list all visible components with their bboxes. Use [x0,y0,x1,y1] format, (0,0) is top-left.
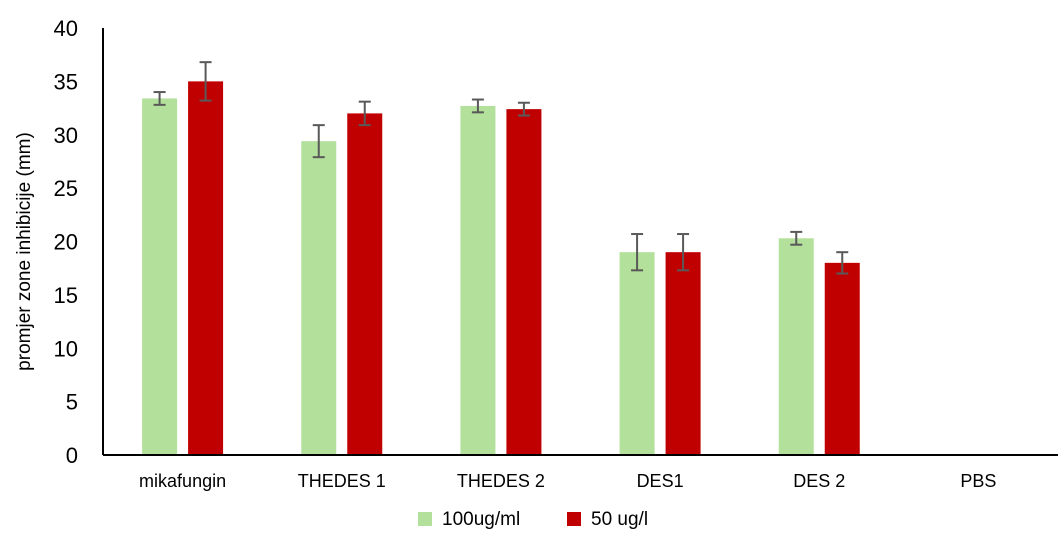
bar [460,105,496,456]
legend: 100ug/ml 50 ug/l [418,509,648,530]
legend-swatch [567,512,581,526]
y-tick-label: 0 [66,443,78,468]
legend-label: 50 ug/l [591,509,648,530]
bar [778,238,814,455]
y-tick-label: 15 [54,283,78,308]
bar [347,113,383,456]
y-axis-title: promjer zone inhibicije (mm) [14,132,35,371]
bar [665,252,701,455]
error-bars-layer [153,61,849,275]
bar [188,81,224,455]
x-tick-label: DES1 [637,471,684,491]
x-tick-label: PBS [960,471,996,491]
bar [301,141,337,455]
x-tick-labels: mikafungin THEDES 1 THEDES 2 DES1 DES 2 PBS [139,471,996,491]
y-tick-label: 20 [54,230,78,255]
y-tick-label: 35 [54,69,78,94]
y-tick-label: 40 [54,16,78,41]
legend-label: 100ug/ml [442,509,520,530]
bar [506,109,542,455]
y-tick-label: 10 [54,336,78,361]
x-tick-label: THEDES 2 [457,471,545,491]
legend-swatch [418,512,432,526]
x-tick-label: DES 2 [793,471,845,491]
y-tick-label: 5 [66,390,78,415]
x-tick-label: THEDES 1 [298,471,386,491]
y-tick-label: 30 [54,123,78,148]
x-tick-label: mikafungin [139,471,226,491]
bar [142,98,178,455]
bar [824,262,860,455]
bar [619,252,655,455]
y-tick-label: 25 [54,176,78,201]
bars-layer [142,81,860,456]
y-tick-labels: 0 5 10 15 20 25 30 35 40 [54,16,78,468]
